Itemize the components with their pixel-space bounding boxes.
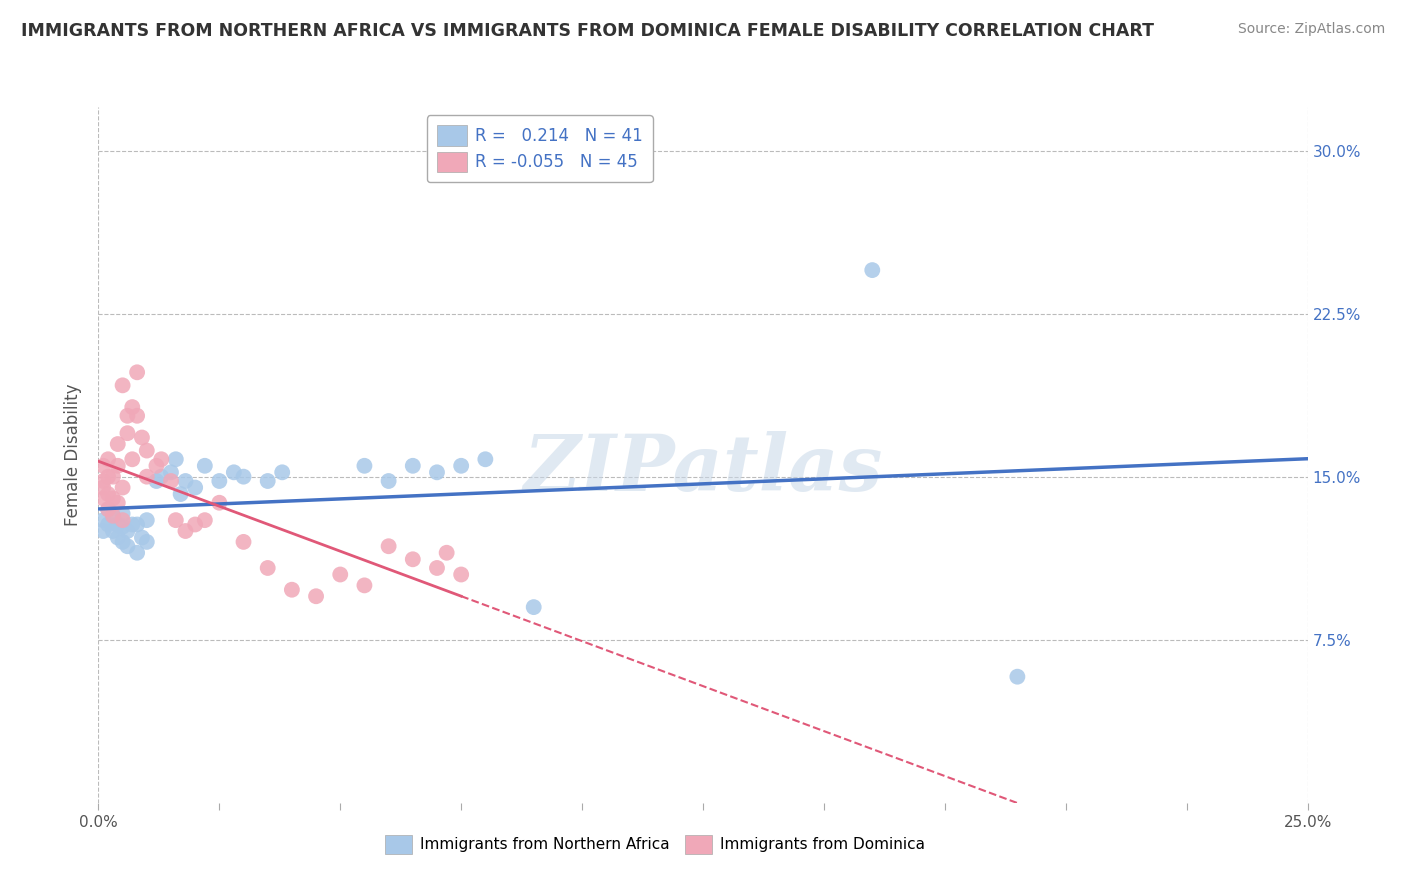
- Point: [111, 378, 134, 392]
- Text: ZIPatlas: ZIPatlas: [523, 431, 883, 507]
- Point: [329, 567, 352, 582]
- Point: [402, 552, 425, 566]
- Legend: Immigrants from Northern Africa, Immigrants from Dominica: Immigrants from Northern Africa, Immigra…: [377, 828, 932, 862]
- Point: [165, 513, 187, 527]
- Point: [117, 426, 139, 441]
- Point: [150, 452, 173, 467]
- Point: [169, 487, 191, 501]
- Point: [101, 491, 124, 506]
- Point: [194, 513, 217, 527]
- Point: [256, 474, 278, 488]
- Point: [97, 469, 120, 483]
- Point: [121, 452, 143, 467]
- Point: [222, 466, 245, 480]
- Point: [111, 513, 134, 527]
- Point: [377, 539, 399, 553]
- Y-axis label: Female Disability: Female Disability: [65, 384, 83, 526]
- Point: [117, 409, 139, 423]
- Point: [208, 496, 231, 510]
- Point: [111, 519, 134, 533]
- Point: [127, 517, 149, 532]
- Point: [353, 578, 375, 592]
- Point: [131, 431, 153, 445]
- Point: [135, 469, 157, 483]
- Point: [91, 513, 114, 527]
- Point: [135, 443, 157, 458]
- Point: [107, 458, 129, 473]
- Point: [101, 508, 124, 523]
- Point: [101, 524, 124, 538]
- Point: [135, 535, 157, 549]
- Point: [377, 474, 399, 488]
- Point: [97, 502, 120, 516]
- Point: [402, 458, 425, 473]
- Point: [150, 469, 173, 483]
- Point: [450, 567, 472, 582]
- Point: [194, 458, 217, 473]
- Point: [208, 474, 231, 488]
- Point: [91, 524, 114, 538]
- Point: [121, 400, 143, 414]
- Point: [97, 502, 120, 516]
- Point: [91, 481, 114, 495]
- Point: [1007, 670, 1029, 684]
- Point: [97, 487, 120, 501]
- Point: [101, 469, 124, 483]
- Point: [97, 452, 120, 467]
- Point: [101, 508, 124, 523]
- Point: [91, 458, 114, 473]
- Point: [121, 517, 143, 532]
- Point: [305, 589, 328, 603]
- Point: [97, 517, 120, 532]
- Point: [174, 524, 197, 538]
- Point: [111, 535, 134, 549]
- Point: [184, 517, 207, 532]
- Point: [107, 437, 129, 451]
- Point: [436, 546, 458, 560]
- Point: [91, 491, 114, 506]
- Point: [160, 466, 183, 480]
- Point: [111, 481, 134, 495]
- Point: [107, 496, 129, 510]
- Point: [353, 458, 375, 473]
- Text: IMMIGRANTS FROM NORTHERN AFRICA VS IMMIGRANTS FROM DOMINICA FEMALE DISABILITY CO: IMMIGRANTS FROM NORTHERN AFRICA VS IMMIG…: [21, 22, 1154, 40]
- Point: [426, 561, 449, 575]
- Point: [174, 474, 197, 488]
- Point: [426, 466, 449, 480]
- Point: [232, 469, 254, 483]
- Point: [135, 513, 157, 527]
- Point: [474, 452, 496, 467]
- Point: [145, 474, 167, 488]
- Point: [111, 507, 134, 521]
- Point: [165, 452, 187, 467]
- Point: [450, 458, 472, 473]
- Point: [131, 531, 153, 545]
- Point: [523, 600, 546, 615]
- Text: Source: ZipAtlas.com: Source: ZipAtlas.com: [1237, 22, 1385, 37]
- Point: [860, 263, 883, 277]
- Point: [281, 582, 304, 597]
- Point: [127, 365, 149, 379]
- Point: [127, 409, 149, 423]
- Point: [160, 474, 183, 488]
- Point: [127, 546, 149, 560]
- Point: [232, 535, 254, 549]
- Point: [256, 561, 278, 575]
- Point: [91, 474, 114, 488]
- Point: [107, 531, 129, 545]
- Point: [271, 466, 294, 480]
- Point: [107, 517, 129, 532]
- Point: [184, 481, 207, 495]
- Point: [117, 524, 139, 538]
- Point: [117, 539, 139, 553]
- Point: [145, 458, 167, 473]
